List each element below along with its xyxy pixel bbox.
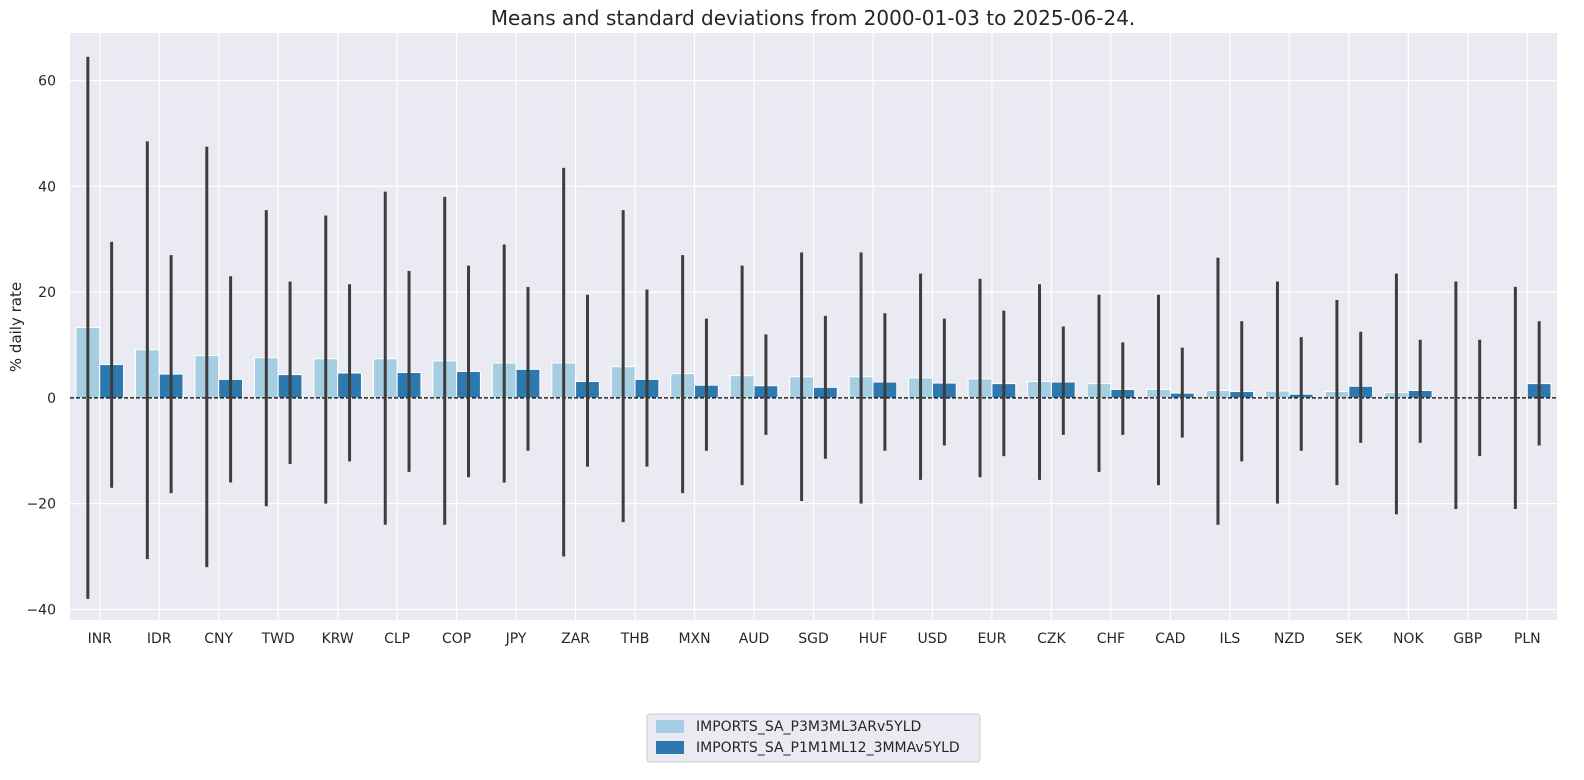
x-tick-label: THB <box>620 631 650 647</box>
x-tick-label: KRW <box>322 631 354 647</box>
y-tick-label: 0 <box>47 391 56 407</box>
x-tick-label: IDR <box>147 631 172 647</box>
legend-swatch-series-2 <box>656 741 684 754</box>
x-tick-label: MXN <box>678 631 710 647</box>
y-tick-label: −40 <box>26 602 56 618</box>
y-tick-label: −20 <box>26 497 56 513</box>
x-tick-label: HUF <box>859 631 888 647</box>
legend: IMPORTS_SA_P3M3ML3ARv5YLD IMPORTS_SA_P1M… <box>646 713 981 763</box>
y-tick-label: 60 <box>38 74 56 90</box>
x-tick-label: CLP <box>384 631 410 647</box>
x-tick-label: EUR <box>978 631 1007 647</box>
legend-swatch-series-1 <box>656 720 684 733</box>
x-tick-label: CNY <box>204 631 233 647</box>
x-tick-label: COP <box>442 631 471 647</box>
x-tick-label: CAD <box>1155 631 1185 647</box>
x-axis-ticks: INR IDR CNY TWD KRW CLP COP JPY ZAR THB MXN AUD SGD H… <box>88 631 1541 647</box>
x-tick-label: GBP <box>1453 631 1482 647</box>
legend-label-series-1: IMPORTS_SA_P3M3ML3ARv5YLD <box>696 719 921 735</box>
x-tick-label: CHF <box>1097 631 1125 647</box>
y-tick-label: 20 <box>38 285 56 301</box>
legend-label-series-2: IMPORTS_SA_P1M1ML12_3MMAv5YLD <box>696 740 960 756</box>
legend-box <box>646 713 981 763</box>
x-tick-label: SGD <box>798 631 829 647</box>
error-bars <box>86 56 1541 599</box>
y-axis-label: % daily rate <box>7 282 25 372</box>
x-tick-label: JPY <box>505 631 527 647</box>
x-tick-label: INR <box>88 631 113 647</box>
y-axis-ticks: −40 −20 0 20 40 60 <box>26 74 56 619</box>
x-tick-label: CZK <box>1037 631 1066 647</box>
y-tick-label: 40 <box>38 179 56 195</box>
x-tick-label: AUD <box>739 631 770 647</box>
x-tick-label: NOK <box>1393 631 1424 647</box>
x-tick-label: TWD <box>261 631 295 647</box>
x-tick-label: ILS <box>1219 631 1240 647</box>
x-tick-label: USD <box>917 631 947 647</box>
x-tick-label: SEK <box>1335 631 1363 647</box>
x-tick-label: NZD <box>1274 631 1305 647</box>
chart-title: Means and standard deviations from 2000-… <box>491 6 1136 30</box>
x-tick-label: ZAR <box>561 631 590 647</box>
x-tick-label: PLN <box>1514 631 1541 647</box>
